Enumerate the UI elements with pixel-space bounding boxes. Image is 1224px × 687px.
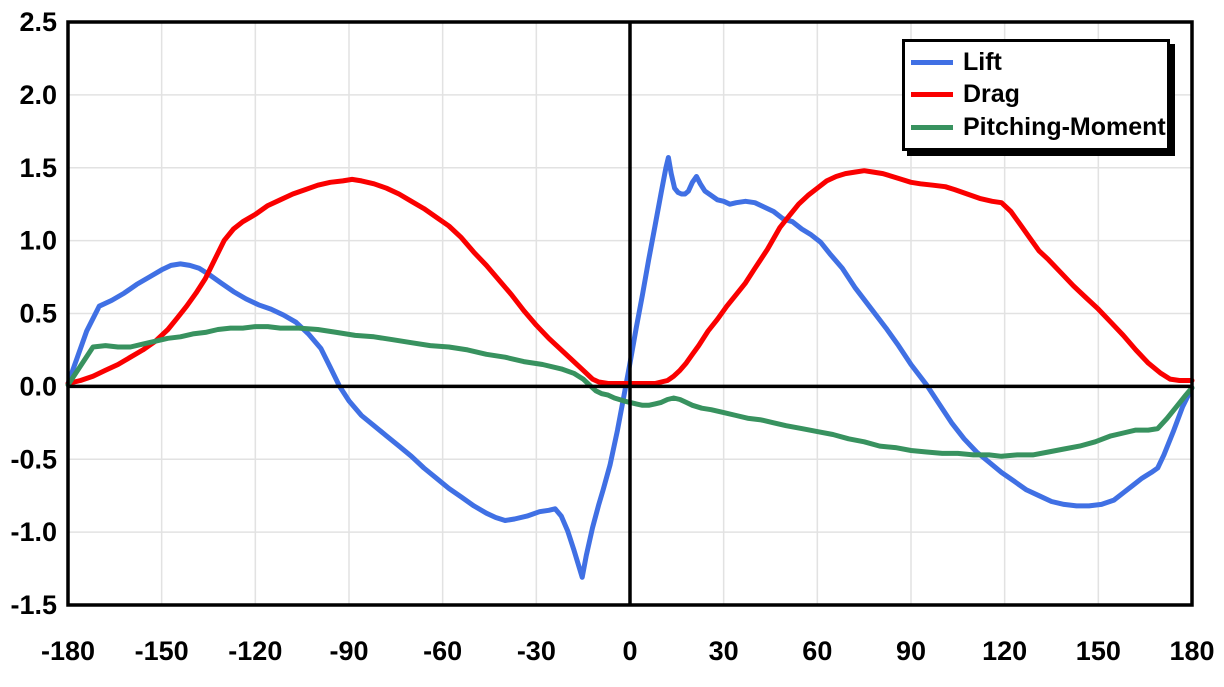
y-tick-label: -1.5 — [10, 590, 57, 620]
x-tick-label: -30 — [517, 636, 556, 666]
y-tick-label: 0.0 — [19, 371, 57, 401]
x-tick-label: 0 — [622, 636, 637, 666]
pitching-moment-line-swatch — [911, 125, 953, 131]
drag-series-line — [65, 168, 1195, 386]
x-tick-label: 150 — [1076, 636, 1121, 666]
x-tick-label: -60 — [423, 636, 462, 666]
y-tick-label: 2.5 — [19, 7, 57, 37]
x-tick-label: 30 — [709, 636, 739, 666]
y-tick-label: 1.5 — [19, 153, 57, 183]
legend-item-drag: Drag — [911, 82, 1161, 107]
x-tick-label: -90 — [329, 636, 368, 666]
lift-line-swatch — [911, 59, 953, 65]
legend-label-pitching-moment: Pitching-Moment — [963, 113, 1166, 142]
x-tick-label: -150 — [135, 636, 189, 666]
x-tick-label: 60 — [802, 636, 832, 666]
x-tick-label: -180 — [41, 636, 95, 666]
y-tick-label: -0.5 — [10, 444, 57, 474]
x-tick-label: 120 — [982, 636, 1027, 666]
x-tick-label: 180 — [1169, 636, 1214, 666]
x-tick-label: -120 — [228, 636, 282, 666]
y-tick-label: 2.0 — [19, 80, 57, 110]
y-tick-label: 0.5 — [19, 299, 57, 329]
legend-item-lift: Lift — [911, 47, 1161, 76]
legend-item-pitching-moment: Pitching-Moment — [911, 115, 1166, 140]
y-tick-label: 1.0 — [19, 226, 57, 256]
plot-border — [66, 20, 1194, 607]
legend-label-lift: Lift — [963, 47, 1002, 76]
x-tick-label: 90 — [896, 636, 926, 666]
pitching-moment-series-line — [65, 324, 1195, 459]
legend-label-drag: Drag — [963, 80, 1020, 109]
y-tick-label: -1.0 — [10, 517, 57, 547]
legend: Lift Drag Pitching-Moment — [902, 39, 1170, 151]
drag-line-swatch — [911, 92, 953, 98]
